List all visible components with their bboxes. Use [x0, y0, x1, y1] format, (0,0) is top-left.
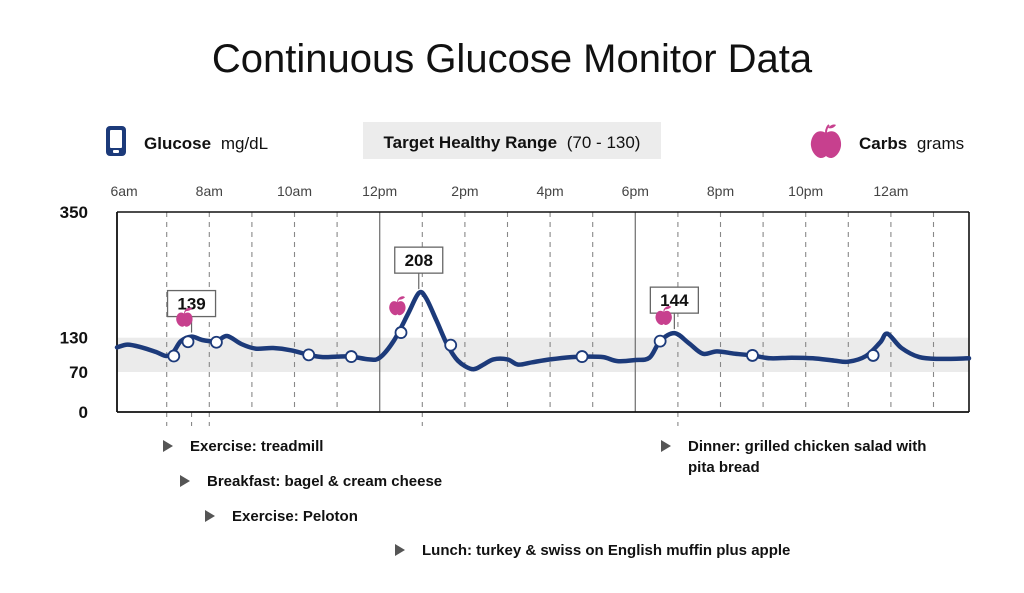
peak-label-layer: 139 208 144: [166, 246, 699, 333]
x-tick-label: 8am: [196, 183, 223, 199]
x-tick-label: 10am: [277, 183, 312, 199]
reading-marker: [575, 350, 589, 363]
annotation-text-line2: pita bread: [688, 459, 760, 476]
reading-marker: [209, 335, 223, 349]
y-tick-label-layer: 0 70 130 350: [60, 203, 88, 422]
carbs-apple-icon: [176, 307, 193, 327]
reading-marker: [444, 338, 458, 352]
x-tick-label: 4pm: [536, 183, 563, 199]
legend-glucose-unit: mg/dL: [221, 134, 268, 153]
annotation-text: Lunch: turkey & swiss on English muffin …: [422, 542, 790, 559]
glucose-monitor-icon: [106, 126, 126, 156]
x-tick-label: 12am: [873, 183, 908, 199]
annotation-layer: Exercise: treadmill Breakfast: bagel & cr…: [163, 438, 926, 559]
carbs-apple-icon: [389, 296, 406, 316]
legend-carbs-label: Carbs: [859, 134, 907, 153]
y-tick-label: 0: [79, 403, 88, 422]
chart-title: Continuous Glucose Monitor Data: [212, 37, 813, 81]
annotation-text: Exercise: treadmill: [190, 438, 323, 455]
carbs-apple-icon: [655, 306, 672, 325]
legend-target-label: Target Healthy Range: [384, 133, 558, 152]
reading-marker: [344, 350, 358, 363]
x-tick-label: 2pm: [451, 183, 478, 199]
annotation-arrow-icon: [661, 440, 671, 452]
annotation: Breakfast: bagel & cream cheese: [180, 473, 442, 490]
reading-marker: [653, 334, 667, 348]
peak-label-value: 144: [660, 291, 689, 310]
annotation-text: Exercise: Peloton: [232, 508, 358, 525]
annotation-arrow-icon: [180, 475, 190, 487]
legend-target-box: [363, 122, 661, 159]
x-tick-label: 6am: [110, 183, 137, 199]
event-line-layer: [166, 412, 679, 426]
legend-carbs: Carbs grams: [810, 124, 964, 158]
apple-body: [655, 310, 672, 325]
svg-text:Carbs grams: Carbs grams: [859, 134, 964, 153]
apple-body: [389, 301, 406, 316]
peak-label-box: [394, 246, 444, 274]
y-tick-label: 70: [69, 363, 88, 382]
legend-carbs-unit: grams: [917, 134, 964, 153]
apple-icon: [810, 124, 842, 158]
reading-marker: [167, 349, 181, 363]
peak-label-box: [166, 289, 217, 318]
peak-label: 208: [394, 246, 444, 290]
annotation-text: Breakfast: bagel & cream cheese: [207, 473, 442, 490]
peak-label: 139: [166, 289, 217, 333]
annotation: Exercise: treadmill: [163, 438, 323, 455]
y-tick-label: 350: [60, 203, 88, 222]
axes-layer: [116, 211, 970, 413]
x-tick-label: 6pm: [622, 183, 649, 199]
legend-glucose: Glucose mg/dL: [106, 126, 268, 156]
glucose-line-layer: [114, 289, 972, 372]
annotation: Dinner: grilled chicken salad with pita b…: [661, 438, 926, 476]
target-range-band: [117, 337, 969, 372]
annotation-text: Dinner: grilled chicken salad with: [688, 438, 926, 455]
x-tick-label: 12pm: [362, 183, 397, 199]
annotation-arrow-icon: [205, 510, 215, 522]
apple-leaf: [396, 296, 405, 303]
peak-label: 144: [649, 286, 699, 330]
svg-text:Glucose mg/dL: Glucose mg/dL: [144, 134, 268, 153]
annotation-arrow-icon: [163, 440, 173, 452]
target-range-band-layer: [117, 337, 969, 372]
apple-leaf: [663, 306, 672, 313]
legend-target-range-text: (70 - 130): [567, 133, 641, 152]
annotation: Exercise: Peloton: [205, 508, 358, 525]
glucose-line: [114, 289, 972, 372]
reading-marker: [302, 348, 316, 362]
svg-text:Target Healthy Range (70: Target Healthy Range (70 - 130): [384, 133, 641, 152]
peak-label-value: 208: [405, 251, 433, 270]
reading-marker-layer: [167, 326, 880, 363]
x-tick-label-layer: 6am 8am 10am 12pm 2pm 4pm 6pm 8pm 10pm 12am: [110, 183, 908, 199]
reading-marker: [181, 335, 195, 349]
legend-glucose-label: Glucose: [144, 134, 211, 153]
annotation: Lunch: turkey & swiss on English muffin …: [395, 542, 790, 559]
apple-body: [176, 312, 193, 327]
reading-marker: [866, 349, 880, 362]
reading-marker: [746, 349, 759, 362]
annotation-arrow-icon: [395, 544, 405, 556]
reading-marker: [394, 326, 408, 339]
peak-label-box: [649, 286, 699, 314]
carb-marker-layer: [176, 296, 672, 327]
peak-label-value: 139: [177, 295, 205, 314]
x-tick-label: 8pm: [707, 183, 734, 199]
x-tick-label: 10pm: [788, 183, 823, 199]
apple-leaf: [183, 307, 192, 314]
gridline-layer: [166, 212, 935, 412]
legend-target-range: Target Healthy Range (70 - 130): [363, 122, 661, 159]
y-tick-label: 130: [60, 329, 88, 348]
